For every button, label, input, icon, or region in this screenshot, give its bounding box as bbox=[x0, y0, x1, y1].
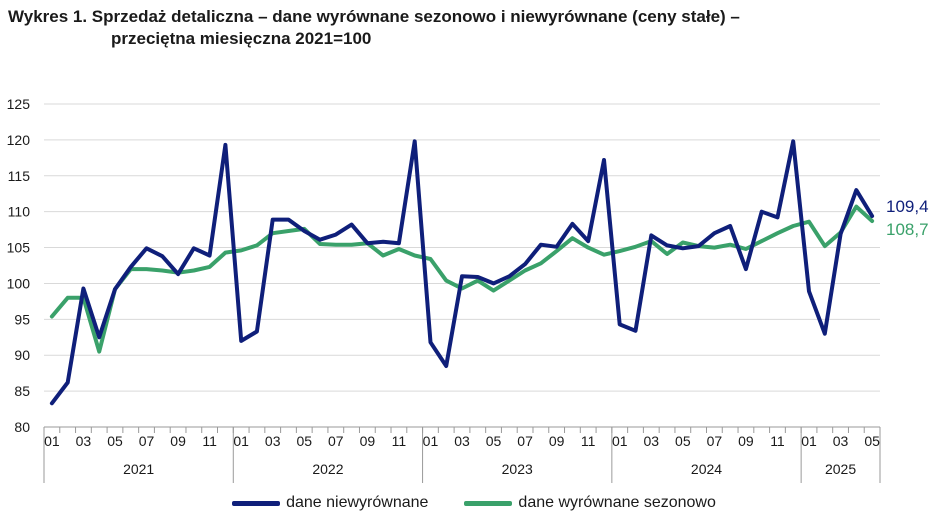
legend-item-adjusted: dane wyrównane sezonowo bbox=[464, 494, 716, 512]
x-tick-label: 07 bbox=[328, 433, 344, 449]
end-label-adjusted: 108,7 bbox=[886, 220, 929, 239]
x-tick-label: 03 bbox=[454, 433, 470, 449]
y-tick-label: 80 bbox=[14, 419, 30, 435]
y-tick-label: 125 bbox=[7, 96, 31, 112]
legend-label-unadjusted: dane niewyrównane bbox=[286, 494, 429, 511]
grid-lines bbox=[44, 103, 880, 392]
y-tick-label: 115 bbox=[8, 168, 31, 184]
year-label: 2021 bbox=[123, 461, 154, 477]
x-axis: 01 03 05 07 09 11 01 03 05 07 09 11 01 03 05 07 09 11 01 03… bbox=[43, 426, 881, 483]
series-lines bbox=[49, 139, 875, 406]
y-tick-label: 90 bbox=[14, 347, 30, 363]
x-tick-label: 01 bbox=[423, 433, 439, 449]
x-tick-label: 11 bbox=[202, 433, 217, 449]
y-tick-label: 120 bbox=[7, 132, 31, 148]
x-tick-label: 11 bbox=[770, 433, 785, 449]
x-tick-label: 03 bbox=[76, 433, 92, 449]
x-tick-label: 03 bbox=[833, 433, 849, 449]
x-tick-label: 07 bbox=[139, 433, 155, 449]
end-label-unadjusted: 109,4 bbox=[886, 197, 929, 216]
year-label: 2023 bbox=[502, 461, 533, 477]
x-tick-label: 09 bbox=[738, 433, 754, 449]
end-labels: 109,4 108,7 bbox=[886, 197, 929, 239]
x-tick-label: 09 bbox=[549, 433, 565, 449]
x-tick-label: 01 bbox=[233, 433, 249, 449]
year-label: 2025 bbox=[825, 461, 856, 477]
x-tick-label: 11 bbox=[581, 433, 596, 449]
x-tick-label: 05 bbox=[107, 433, 123, 449]
x-tick-label: 05 bbox=[296, 433, 312, 449]
chart-title-line1: Wykres 1. Sprzedaż detaliczna – dane wyr… bbox=[8, 7, 740, 26]
x-tick-label: 07 bbox=[517, 433, 533, 449]
legend-label-adjusted: dane wyrównane sezonowo bbox=[518, 494, 716, 511]
legend-swatch-adjusted bbox=[464, 500, 513, 506]
y-tick-label: 85 bbox=[14, 383, 30, 399]
y-tick-label: 110 bbox=[8, 204, 31, 220]
x-tick-label: 05 bbox=[486, 433, 502, 449]
y-tick-label: 105 bbox=[7, 240, 31, 256]
series-line-unadjusted bbox=[49, 139, 875, 406]
y-tick-label: 95 bbox=[14, 311, 30, 327]
year-label: 2022 bbox=[312, 461, 343, 477]
chart-title: Wykres 1. Sprzedaż detaliczna – dane wyr… bbox=[8, 6, 740, 50]
x-tick-label: 05 bbox=[675, 433, 691, 449]
x-tick-label: 01 bbox=[612, 433, 628, 449]
x-tick-label: 03 bbox=[265, 433, 281, 449]
legend: dane niewyrównane dane wyrównane sezonow… bbox=[0, 494, 948, 512]
x-tick-label: 01 bbox=[44, 433, 60, 449]
legend-item-unadjusted: dane niewyrównane bbox=[232, 494, 428, 512]
x-tick-label: 03 bbox=[643, 433, 659, 449]
legend-swatch-unadjusted bbox=[232, 500, 281, 506]
x-tick-label: 11 bbox=[392, 433, 407, 449]
x-tick-label: 01 bbox=[801, 433, 817, 449]
x-tick-label: 09 bbox=[360, 433, 376, 449]
y-axis-ticks: 80 85 90 95 100 105 110 115 120 125 bbox=[7, 96, 31, 435]
x-tick-label: 05 bbox=[864, 433, 880, 449]
year-label: 2024 bbox=[691, 461, 722, 477]
x-tick-label: 09 bbox=[170, 433, 186, 449]
chart-title-line2: przeciętna miesięczna 2021=100 bbox=[111, 29, 372, 48]
y-tick-label: 100 bbox=[7, 275, 31, 291]
x-tick-label: 07 bbox=[707, 433, 723, 449]
